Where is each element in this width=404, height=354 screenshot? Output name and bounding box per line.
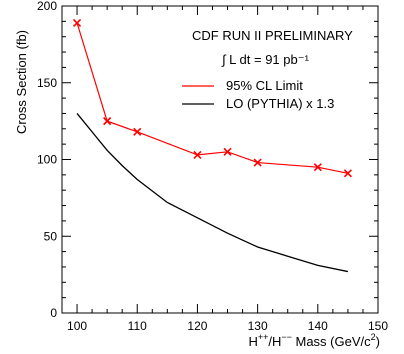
- limit-data-point: [313, 163, 322, 172]
- y-axis-title: Cross Section (fb): [14, 30, 29, 134]
- experiment-label: CDF RUN II PRELIMINARY: [192, 28, 353, 43]
- y-tick-label: 100: [37, 153, 57, 167]
- y-tick-label: 200: [37, 0, 57, 13]
- x-axis-title-part: ): [376, 334, 380, 349]
- limit-data-point: [253, 158, 262, 167]
- limit-data-point: [72, 18, 82, 27]
- y-tick-label: 50: [44, 229, 58, 243]
- x-tick-label: 130: [248, 319, 268, 333]
- data-point-stroke: [343, 169, 352, 178]
- x-axis-title-part: H: [248, 334, 257, 349]
- x-tick-label: 100: [67, 319, 87, 333]
- x-tick-label: 110: [128, 319, 147, 333]
- x-axis-title-superscript: −−: [281, 332, 292, 342]
- data-point-stroke: [223, 147, 232, 156]
- axis-ticks-group: 100 110 120 130 140 150 0 50 100 150 200: [37, 0, 388, 333]
- y-tick-label: 0: [50, 306, 57, 320]
- x-tick-label: 140: [308, 319, 328, 333]
- x-axis-title-superscript: 2: [371, 332, 376, 342]
- limit-series-line: [76, 22, 349, 174]
- limit-data-point: [223, 147, 232, 156]
- data-point-stroke: [103, 117, 112, 126]
- limit-data-point: [103, 117, 112, 126]
- x-axis-title-part: /H: [268, 334, 281, 349]
- legend-entry-label: 95% CL Limit: [226, 78, 303, 93]
- theory-series-line: [76, 113, 349, 273]
- luminosity-label: ∫ L dt = 91 pb⁻¹: [221, 52, 310, 67]
- data-point-stroke: [133, 127, 142, 136]
- data-point-stroke: [313, 163, 322, 172]
- legend-entry-label: LO (PYTHIA) x 1.3: [226, 96, 334, 111]
- x-tick-label: 120: [187, 319, 207, 333]
- x-axis-title-superscript: ++: [258, 332, 269, 342]
- limit-data-point: [133, 127, 142, 136]
- x-tick-label: 150: [368, 319, 388, 333]
- data-point-stroke: [253, 158, 262, 167]
- series-group: [72, 18, 352, 273]
- plot-frame-group: [61, 5, 379, 314]
- limit-data-point: [193, 150, 202, 159]
- data-point-stroke: [72, 18, 82, 27]
- y-tick-label: 150: [37, 76, 57, 90]
- data-point-stroke: [193, 150, 202, 159]
- plot-frame: [61, 5, 379, 314]
- x-axis-title: H++/H−− Mass (GeV/c2): [248, 332, 380, 349]
- x-axis-title-part: Mass (GeV/c: [292, 334, 371, 349]
- legend: 95% CL Limit LO (PYTHIA) x 1.3: [182, 78, 334, 111]
- limit-data-point: [343, 169, 352, 178]
